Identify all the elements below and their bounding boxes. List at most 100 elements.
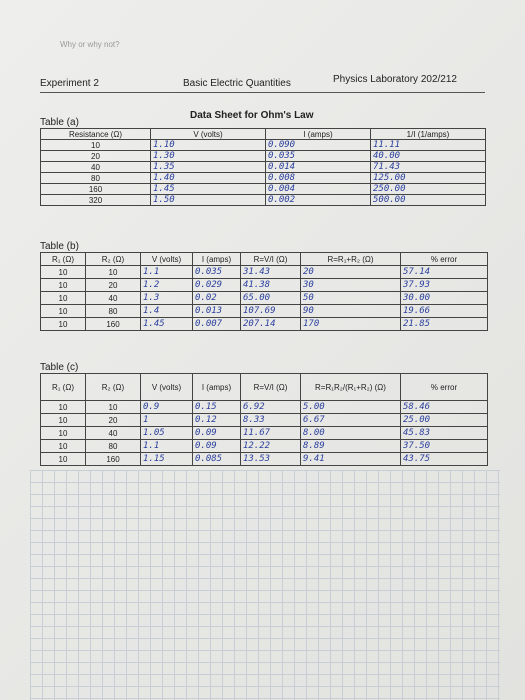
cell: 0.029 <box>192 278 241 292</box>
cell: 21.85 <box>400 317 488 331</box>
cell: 58.46 <box>400 400 488 414</box>
cell: 80 <box>85 439 141 453</box>
cell: 0.09 <box>192 439 241 453</box>
cell: 80 <box>85 304 141 318</box>
row: 40 1.35 0.014 71.43 <box>40 161 486 173</box>
cell: 10 <box>40 291 86 305</box>
cell: 25.00 <box>400 413 488 427</box>
cell: 0.007 <box>192 317 241 331</box>
cell: 1.45 <box>150 183 266 195</box>
cell: 0.9 <box>140 400 193 414</box>
data-table: R₁ (Ω) R₂ (Ω) V (volts) I (amps) R=V/I (Ω) R=… <box>40 252 488 331</box>
cell: 0.09 <box>192 426 241 440</box>
cell: 30 <box>300 278 401 292</box>
column-header: R=V/I (Ω) <box>240 373 301 401</box>
column-header: I (amps) <box>192 252 241 266</box>
cell: 10 <box>40 278 86 292</box>
cell: 10 <box>85 400 141 414</box>
cell: 160 <box>40 183 151 195</box>
cell: 0.013 <box>192 304 241 318</box>
cell: 6.92 <box>240 400 301 414</box>
cell: 1.40 <box>150 172 266 184</box>
cell: 40.00 <box>370 150 486 162</box>
cell: 20 <box>85 413 141 427</box>
cell: 107.69 <box>240 304 301 318</box>
cell: 11.11 <box>370 139 486 151</box>
cell: 1.35 <box>150 161 266 173</box>
header-right: Physics Laboratory 202/212 <box>333 74 457 85</box>
column-header: R₂ (Ω) <box>85 252 141 266</box>
cell: 90 <box>300 304 401 318</box>
cell: 0.004 <box>265 183 371 195</box>
column-header: % error <box>400 373 488 401</box>
cell: 31.43 <box>240 265 301 279</box>
cell: 12.22 <box>240 439 301 453</box>
title: Data Sheet for Ohm's Law <box>190 110 314 121</box>
graph-paper <box>30 470 500 700</box>
rule <box>40 92 485 93</box>
cell: 0.008 <box>265 172 371 184</box>
cell: 13.53 <box>240 452 301 466</box>
cell: 40 <box>85 291 141 305</box>
table-label: Table (b) <box>40 241 79 252</box>
column-header: V (volts) <box>150 128 266 140</box>
row: 320 1.50 0.002 500.00 <box>40 194 486 206</box>
row: 160 1.45 0.004 250.00 <box>40 183 486 195</box>
row: 10 40 1.05 0.09 11.67 8.00 45.83 <box>40 426 488 440</box>
cell: 20 <box>300 265 401 279</box>
cell: 10 <box>40 304 86 318</box>
cell: 40 <box>85 426 141 440</box>
column-header: R=R₁+R₂ (Ω) <box>300 252 401 266</box>
cell: 320 <box>40 194 151 206</box>
header-row: R₁ (Ω) R₂ (Ω) V (volts) I (amps) R=V/I (Ω) R=… <box>40 373 488 401</box>
cell: 0.15 <box>192 400 241 414</box>
cell: 207.14 <box>240 317 301 331</box>
row: 10 20 1.2 0.029 41.38 30 37.93 <box>40 278 488 292</box>
cell: 10 <box>40 426 86 440</box>
cell: 0.002 <box>265 194 371 206</box>
cell: 0.090 <box>265 139 371 151</box>
cell: 0.085 <box>192 452 241 466</box>
cell: 1.1 <box>140 439 193 453</box>
cell: 10 <box>40 317 86 331</box>
row: 10 10 0.9 0.15 6.92 5.00 58.46 <box>40 400 488 414</box>
cell: 80 <box>40 172 151 184</box>
cell: 1.05 <box>140 426 193 440</box>
cell: 10 <box>40 452 86 466</box>
row: 20 1.30 0.035 40.00 <box>40 150 486 162</box>
column-header: Resistance (Ω) <box>40 128 151 140</box>
cell: 37.50 <box>400 439 488 453</box>
cell: 1.45 <box>140 317 193 331</box>
cell: 41.38 <box>240 278 301 292</box>
cell: 10 <box>85 265 141 279</box>
column-header: R₁ (Ω) <box>40 252 86 266</box>
column-header: 1/I (1/amps) <box>370 128 486 140</box>
cell: 11.67 <box>240 426 301 440</box>
cell: 10 <box>40 139 151 151</box>
column-header: R₁ (Ω) <box>40 373 86 401</box>
column-header: % error <box>400 252 488 266</box>
cell: 30.00 <box>400 291 488 305</box>
top-note: Why or why not? <box>60 40 120 49</box>
cell: 1.1 <box>140 265 193 279</box>
column-header: V (volts) <box>140 373 193 401</box>
header-left: Experiment 2 <box>40 78 99 89</box>
row: 10 80 1.4 0.013 107.69 90 19.66 <box>40 304 488 318</box>
cell: 45.83 <box>400 426 488 440</box>
cell: 9.41 <box>300 452 401 466</box>
cell: 0.035 <box>192 265 241 279</box>
cell: 40 <box>40 161 151 173</box>
cell: 250.00 <box>370 183 486 195</box>
cell: 0.035 <box>265 150 371 162</box>
cell: 10 <box>40 265 86 279</box>
row: 10 40 1.3 0.02 65.00 50 30.00 <box>40 291 488 305</box>
row: 10 10 1.1 0.035 31.43 20 57.14 <box>40 265 488 279</box>
cell: 125.00 <box>370 172 486 184</box>
cell: 20 <box>85 278 141 292</box>
row: 10 1.10 0.090 11.11 <box>40 139 486 151</box>
column-header: V (volts) <box>140 252 193 266</box>
cell: 65.00 <box>240 291 301 305</box>
table-label: Table (c) <box>40 362 79 373</box>
cell: 43.75 <box>400 452 488 466</box>
